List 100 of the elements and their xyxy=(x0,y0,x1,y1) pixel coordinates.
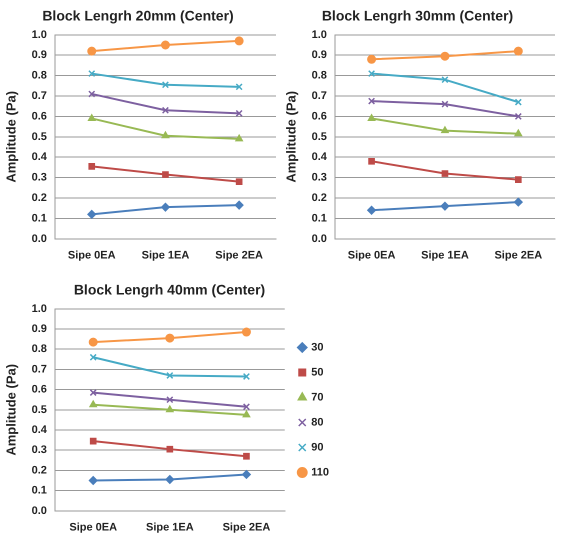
point xyxy=(88,476,98,485)
point xyxy=(162,171,169,178)
point xyxy=(368,98,376,105)
point xyxy=(368,70,376,78)
x-tick-label: Sipe 1EA xyxy=(146,521,194,534)
point xyxy=(166,446,174,453)
y-tick-label: 0.9 xyxy=(32,49,47,62)
y-tick-label: 0.2 xyxy=(32,192,47,204)
legend-label: 50 xyxy=(311,366,324,379)
point xyxy=(514,112,522,120)
point xyxy=(367,54,376,64)
chart-title: Block Lengrh 40mm (Center) xyxy=(74,281,266,298)
legend-label: 30 xyxy=(311,342,324,354)
point xyxy=(162,81,170,88)
point xyxy=(440,126,449,134)
legend-label: 70 xyxy=(311,392,324,404)
legend-label: 90 xyxy=(311,442,324,454)
y-axis-title: Amplitude (Pa) xyxy=(3,90,18,183)
y-tick-label: 0.8 xyxy=(32,70,47,82)
y-tick-label: 0.4 xyxy=(312,151,328,164)
point xyxy=(441,76,449,84)
point xyxy=(90,354,97,361)
point xyxy=(166,405,174,412)
point xyxy=(90,438,97,444)
point xyxy=(242,410,250,418)
point xyxy=(514,46,523,56)
y-tick-label: 0.0 xyxy=(312,232,327,245)
legend-label: 80 xyxy=(311,416,324,429)
point xyxy=(367,206,376,215)
point xyxy=(161,131,170,138)
point xyxy=(368,158,375,165)
y-tick-label: 0.8 xyxy=(32,343,47,356)
y-tick-label: 0.7 xyxy=(32,90,47,102)
point xyxy=(514,176,522,183)
y-tick-label: 0.3 xyxy=(312,172,327,184)
point xyxy=(514,129,522,136)
point xyxy=(236,178,242,186)
y-tick-label: 0.3 xyxy=(32,172,47,184)
point xyxy=(234,36,244,46)
point xyxy=(88,163,96,170)
point xyxy=(88,70,96,78)
x-tick-label: Sipe 1EA xyxy=(142,249,190,262)
y-tick-label: 1.0 xyxy=(32,28,47,41)
x-tick-label: Sipe 2EA xyxy=(215,249,264,262)
point xyxy=(242,372,250,380)
x-tick-label: Sipe 0EA xyxy=(68,249,116,262)
point xyxy=(236,83,243,90)
point xyxy=(514,98,522,106)
y-tick-label: 0.6 xyxy=(32,384,47,396)
y-tick-label: 0.7 xyxy=(32,363,47,376)
x-tick-label: Sipe 2EA xyxy=(494,249,542,262)
y-tick-label: 0.5 xyxy=(32,404,47,416)
point xyxy=(242,328,251,337)
x-tick-label: Sipe 2EA xyxy=(222,521,270,534)
point xyxy=(441,100,449,108)
point xyxy=(88,338,98,347)
y-tick-label: 0.1 xyxy=(312,212,327,224)
point xyxy=(89,400,98,408)
y-tick-label: 0.0 xyxy=(32,504,47,517)
y-tick-label: 0.9 xyxy=(32,323,47,336)
point xyxy=(442,170,448,177)
y-tick-label: 0.0 xyxy=(32,232,47,245)
point xyxy=(234,200,244,210)
point xyxy=(166,372,174,380)
x-tick-label: Sipe 1EA xyxy=(421,249,469,262)
y-tick-label: 0.5 xyxy=(32,130,47,143)
x-tick-label: Sipe 0EA xyxy=(348,249,396,262)
point xyxy=(166,396,174,404)
point xyxy=(87,210,96,219)
y-tick-label: 0.4 xyxy=(32,424,48,436)
point xyxy=(440,52,450,61)
y-tick-label: 0.6 xyxy=(312,110,327,122)
y-tick-label: 1.0 xyxy=(32,302,47,315)
point xyxy=(160,40,170,50)
y-tick-label: 0.2 xyxy=(312,192,327,204)
chart-title: Block Lengrh 30mm (Center) xyxy=(322,7,514,24)
y-axis-title: Amplitude (Pa) xyxy=(3,364,18,456)
point xyxy=(88,114,96,121)
legend-label: 110 xyxy=(311,466,330,479)
point xyxy=(235,134,244,142)
x-tick-label: Sipe 0EA xyxy=(69,521,118,534)
y-tick-label: 0.6 xyxy=(32,110,47,122)
point xyxy=(514,198,523,207)
point xyxy=(165,474,174,484)
y-tick-label: 0.4 xyxy=(32,151,48,164)
y-tick-label: 0.7 xyxy=(312,90,327,102)
y-tick-label: 0.1 xyxy=(32,212,47,224)
point xyxy=(242,403,250,410)
point xyxy=(236,110,243,117)
y-tick-label: 0.5 xyxy=(312,130,327,143)
y-tick-label: 0.2 xyxy=(32,464,47,476)
y-tick-label: 1.0 xyxy=(312,28,327,41)
point xyxy=(440,202,450,211)
point xyxy=(243,452,250,460)
chart-title: Block Lengrh 20mm (Center) xyxy=(42,7,234,24)
point xyxy=(87,46,96,56)
point xyxy=(165,334,174,343)
point xyxy=(242,470,251,479)
point xyxy=(162,106,170,114)
point xyxy=(160,202,170,212)
